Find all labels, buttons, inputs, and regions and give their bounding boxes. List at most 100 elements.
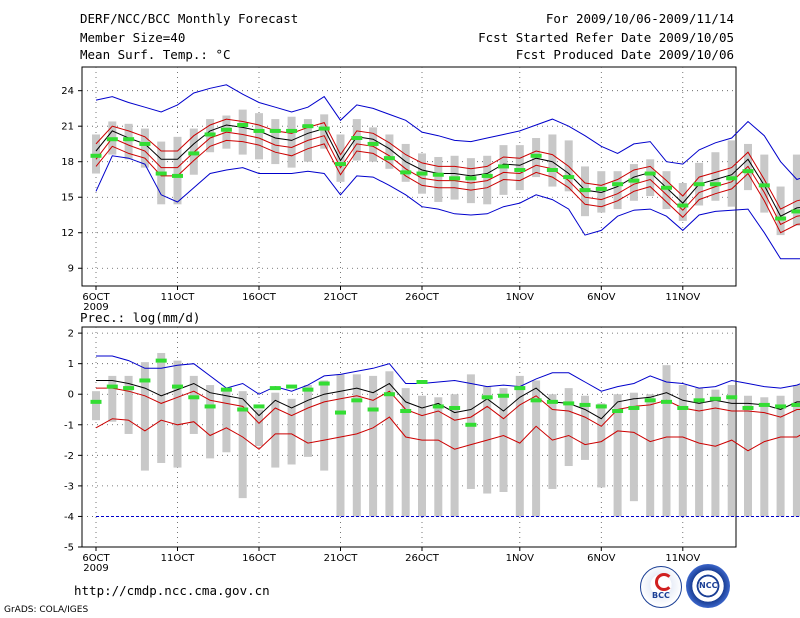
prec-spread-box [320, 380, 329, 471]
temp-observed-marker [514, 167, 526, 172]
temp-x-tick-label: 16OCT [242, 292, 277, 303]
prec-observed-marker [709, 396, 721, 401]
prec-x-year-label: 2009 [83, 563, 108, 574]
prec-spread-box [189, 375, 198, 434]
temp-observed-marker [677, 203, 689, 208]
temp-observed-marker [139, 141, 151, 146]
temp-observed-marker [367, 141, 379, 146]
prec-x-tick-label: 6NOV [587, 553, 616, 564]
temp-observed-marker [758, 183, 770, 188]
temp-observed-marker [530, 153, 542, 158]
temp-observed-marker [579, 188, 591, 193]
temp-spread-box [385, 134, 394, 169]
temp-panel: 9 12 15 18 21 24 6OCT 11OCT 16OCT 21OCT 26OCT 1NOV 6… [61, 66, 800, 313]
temp-x-year-label: 2009 [83, 302, 108, 313]
prec-spread-box [776, 395, 785, 517]
temp-spread-box [662, 171, 671, 210]
prec-observed-marker [612, 409, 624, 414]
temp-observed-marker [204, 132, 216, 137]
chart-title: DERF/NCC/BCC Monthly Forecast [80, 11, 299, 26]
temp-x-tick-label: 6OCT [82, 292, 110, 303]
prec-x-tick-label: 26OCT [405, 553, 440, 564]
prec-observed-marker [742, 405, 754, 410]
temp-series-min [95, 155, 800, 260]
prec-observed-marker [318, 381, 330, 386]
prec-observed-marker [693, 398, 705, 403]
prec-observed-marker [449, 405, 461, 410]
prec-spread-box [515, 375, 524, 517]
prec-observed-marker [286, 384, 298, 389]
prec-spread-box [760, 397, 769, 517]
prec-spread-box [646, 394, 655, 517]
temp-observed-marker [269, 128, 281, 133]
prec-series-p2 [96, 387, 800, 427]
prec-observed-marker [775, 404, 787, 409]
prec-spread-box [108, 375, 117, 422]
temp-spread-box [320, 114, 329, 149]
temp-series-p2 [95, 131, 800, 226]
prec-spread-box [222, 391, 231, 453]
prec-spread-box [466, 374, 475, 489]
prec-spread-box [499, 388, 508, 492]
temp-x-tick-label: 11NOV [665, 292, 700, 303]
prec-observed-marker [335, 410, 346, 415]
prec-observed-marker [628, 405, 640, 410]
temp-series-p3 [95, 139, 800, 234]
temp-spread-box [238, 109, 247, 155]
temp-spread-box [548, 134, 557, 187]
prec-observed-marker [563, 401, 575, 406]
temp-observed-marker [498, 164, 509, 169]
prec-spread-box [92, 391, 100, 421]
prec-observed-marker [351, 398, 363, 403]
temp-observed-marker [90, 153, 102, 158]
temp-y-tick-label: 12 [61, 228, 74, 239]
prec-spread-box [532, 380, 541, 517]
prec-spread-box [157, 352, 166, 463]
temp-observed-marker [563, 175, 575, 180]
bcc-logo-swirl-icon [655, 573, 673, 591]
temp-x-tick-label: 6NOV [587, 292, 616, 303]
prec-observed-marker [595, 404, 607, 409]
prec-spread-box [450, 394, 459, 517]
temp-spread-box [401, 143, 410, 182]
temp-spread-box [792, 154, 800, 226]
prec-observed-marker [498, 393, 509, 398]
prec-y-tick-label: -5 [64, 543, 74, 554]
temp-spread-box [124, 123, 133, 160]
bcc-logo-text: BCC [652, 591, 670, 600]
prec-spread-box [418, 395, 426, 517]
prec-spread-box [662, 365, 671, 517]
prec-observed-marker [400, 409, 412, 414]
bcc-logo: BCC [640, 566, 682, 608]
prec-observed-marker [791, 402, 800, 407]
temp-spread-box [271, 119, 280, 165]
temp-observed-marker [106, 137, 118, 142]
temp-observed-marker [172, 173, 183, 178]
temp-spread-box [466, 158, 475, 204]
temp-spread-box [515, 145, 524, 191]
prec-observed-marker [106, 384, 118, 389]
temp-x-tick-label: 1NOV [506, 292, 535, 303]
temp-series-mean [95, 124, 800, 217]
prec-observed-marker [661, 399, 672, 404]
prec-observed-marker [220, 387, 232, 392]
temp-observed-marker [595, 186, 607, 191]
temp-observed-marker [432, 172, 444, 177]
prec-y-tick-label: 1 [68, 359, 74, 370]
temp-spread-box [336, 134, 345, 182]
prec-y-tick-label: -2 [64, 451, 74, 462]
prec-spread-box [271, 392, 280, 468]
prec-observed-marker [123, 386, 135, 391]
prec-spread-box [287, 398, 296, 465]
temp-observed-marker [400, 170, 412, 175]
temp-y-tick-label: 24 [61, 86, 74, 97]
temp-observed-marker [709, 182, 721, 187]
temp-observed-marker [286, 128, 298, 133]
temp-y-tick-label: 18 [61, 157, 74, 168]
temp-spread-box [711, 152, 720, 201]
temp-x-tick-label: 21OCT [324, 292, 359, 303]
temp-series-max [95, 84, 800, 181]
prec-observed-marker [253, 404, 265, 409]
